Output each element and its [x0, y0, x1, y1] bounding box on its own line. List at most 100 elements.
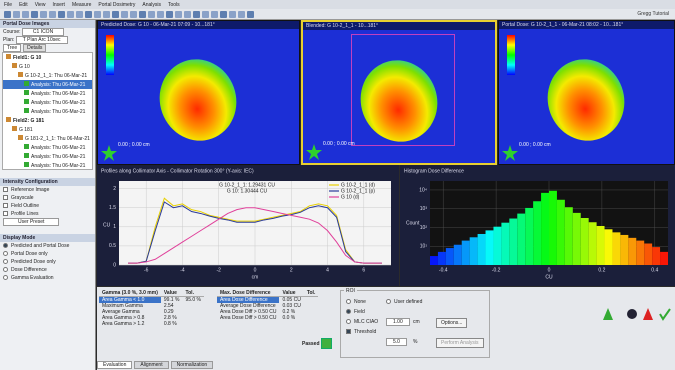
- table-row: Area Dose Diff > 0.50 CU 0.2 %: [217, 309, 318, 315]
- tab[interactable]: Tree: [3, 44, 22, 52]
- text-input[interactable]: 5.0: [386, 338, 407, 346]
- tab[interactable]: Normalization: [170, 361, 214, 369]
- tool-button[interactable]: [184, 11, 191, 18]
- menu-item[interactable]: Tools: [167, 1, 180, 8]
- histogram-bar: [430, 256, 438, 265]
- preset-select[interactable]: User Preset: [3, 218, 60, 226]
- plan-select[interactable]: T Plan Arc 10sec: [15, 36, 68, 44]
- text-input[interactable]: 1.00: [386, 318, 410, 326]
- tree-item[interactable]: Analysis: Thu 06-Mar-21: [3, 152, 92, 161]
- cursor-readout: 0.00 ; 0.00 cm: [519, 142, 551, 148]
- option[interactable]: None: [346, 299, 366, 305]
- tool-button[interactable]: [31, 11, 38, 18]
- tool-button[interactable]: [67, 11, 74, 18]
- icon[interactable]: [659, 308, 671, 321]
- option[interactable]: Predicted and Portal Dose: [0, 242, 95, 250]
- tree-item[interactable]: Analysis: Thu 06-Mar-21: [3, 143, 92, 152]
- tree-item[interactable]: Analysis: Thu 06-Mar-21: [3, 89, 92, 98]
- tree-item[interactable]: G 10-2_1_1: Thu 06-Mar-21: [3, 71, 92, 80]
- option[interactable]: Profile Lines: [0, 210, 95, 218]
- tool-button[interactable]: [130, 11, 137, 18]
- button[interactable]: Options...: [436, 318, 468, 328]
- star: [101, 145, 117, 161]
- checkbox: [346, 329, 351, 335]
- cursor-readout: G 10: 1.30444 CU: [227, 188, 268, 194]
- header-cell: Tol.: [303, 290, 319, 297]
- tool-button[interactable]: [247, 11, 254, 18]
- option[interactable]: Dose Difference: [0, 266, 95, 274]
- icon[interactable]: [603, 308, 613, 320]
- option[interactable]: Field: [346, 309, 365, 315]
- legend-label: G 10-2_1_1 (d): [341, 182, 375, 188]
- menu-item[interactable]: Edit: [19, 1, 28, 8]
- option[interactable]: Reference Image: [0, 186, 95, 194]
- option[interactable]: MLC CIAO: [346, 319, 378, 325]
- tab[interactable]: Evaluation: [97, 361, 133, 369]
- tree-item[interactable]: G 10: [3, 62, 92, 71]
- tree-item[interactable]: Field2: G 181: [3, 116, 92, 125]
- tool-button[interactable]: [211, 11, 218, 18]
- menu-item[interactable]: Measure: [71, 1, 92, 8]
- tree-item[interactable]: G 181: [3, 125, 92, 134]
- pass-icon: [321, 338, 332, 349]
- tool-button[interactable]: [139, 11, 146, 18]
- icon[interactable]: [627, 309, 637, 319]
- button[interactable]: Perform Analysis: [436, 338, 484, 348]
- tool-button[interactable]: [58, 11, 65, 18]
- option[interactable]: Predicted Dose only: [0, 258, 95, 266]
- menu-item[interactable]: Portal Dosimetry: [98, 1, 136, 8]
- tool-button[interactable]: [13, 11, 20, 18]
- histogram-bar: [556, 199, 565, 265]
- tree-item[interactable]: G 181-2_1_1: Thu 06-Mar-21: [3, 134, 92, 143]
- tool-button[interactable]: [121, 11, 128, 18]
- tool-button[interactable]: [85, 11, 92, 18]
- tool-button[interactable]: [112, 11, 119, 18]
- tree-item[interactable]: Analysis: Thu 06-Mar-21: [3, 161, 92, 170]
- menu-item[interactable]: Analysis: [142, 1, 161, 8]
- option[interactable]: Grayscale: [0, 194, 95, 202]
- tool-button[interactable]: [193, 11, 200, 18]
- tree-item[interactable]: Analysis: Thu 06-Mar-21: [3, 98, 92, 107]
- tool-button[interactable]: [175, 11, 182, 18]
- tool-button[interactable]: [40, 11, 47, 18]
- tree-item[interactable]: Analysis: Thu 06-Mar-21: [3, 80, 92, 89]
- tool-button[interactable]: [22, 11, 29, 18]
- tree-item[interactable]: Analysis: Thu 06-Mar-21: [3, 107, 92, 116]
- tool-button[interactable]: [220, 11, 227, 18]
- tab[interactable]: Details: [23, 44, 47, 52]
- histogram-bar: [437, 251, 446, 265]
- tool-button[interactable]: [76, 11, 83, 18]
- header-cell: Max. Dose Difference: [217, 290, 280, 297]
- menu-item[interactable]: File: [4, 1, 13, 8]
- y-tick-label: 10²: [420, 225, 428, 231]
- tool-button[interactable]: [49, 11, 56, 18]
- tool-button[interactable]: [202, 11, 209, 18]
- option[interactable]: Portal Dose only: [0, 250, 95, 258]
- histogram-bar: [509, 218, 518, 265]
- x-tick-label: 0.2: [598, 267, 605, 273]
- checkbox: [3, 203, 8, 209]
- tool-button[interactable]: [148, 11, 155, 18]
- option[interactable]: Gamma Evaluation: [0, 274, 95, 282]
- tool-button[interactable]: [229, 11, 236, 18]
- roi-box: ROI None User defined Field MLC CIAO Threshol…: [340, 288, 490, 358]
- option[interactable]: Threshold: [346, 329, 376, 335]
- cell: Area Dose Diff > 0.50 CU: [220, 315, 277, 321]
- option[interactable]: User defined: [386, 299, 422, 305]
- histogram-bar: [453, 244, 462, 265]
- tree-item[interactable]: Field1: G 10: [3, 53, 92, 62]
- tool-button[interactable]: [4, 11, 11, 18]
- tool-button[interactable]: [166, 11, 173, 18]
- menu-item[interactable]: Insert: [52, 1, 65, 8]
- tool-button[interactable]: [94, 11, 101, 18]
- menu-item[interactable]: View: [34, 1, 46, 8]
- y-tick-label: 0: [113, 262, 116, 268]
- tab[interactable]: Alignment: [134, 361, 169, 369]
- option[interactable]: Field Outline: [0, 202, 95, 210]
- tool-button[interactable]: [103, 11, 110, 18]
- tool-button[interactable]: [157, 11, 164, 18]
- tool-button[interactable]: [238, 11, 245, 18]
- icon[interactable]: [643, 308, 653, 320]
- tree-icon: [6, 117, 11, 122]
- course-select[interactable]: C1 ICON: [21, 28, 65, 36]
